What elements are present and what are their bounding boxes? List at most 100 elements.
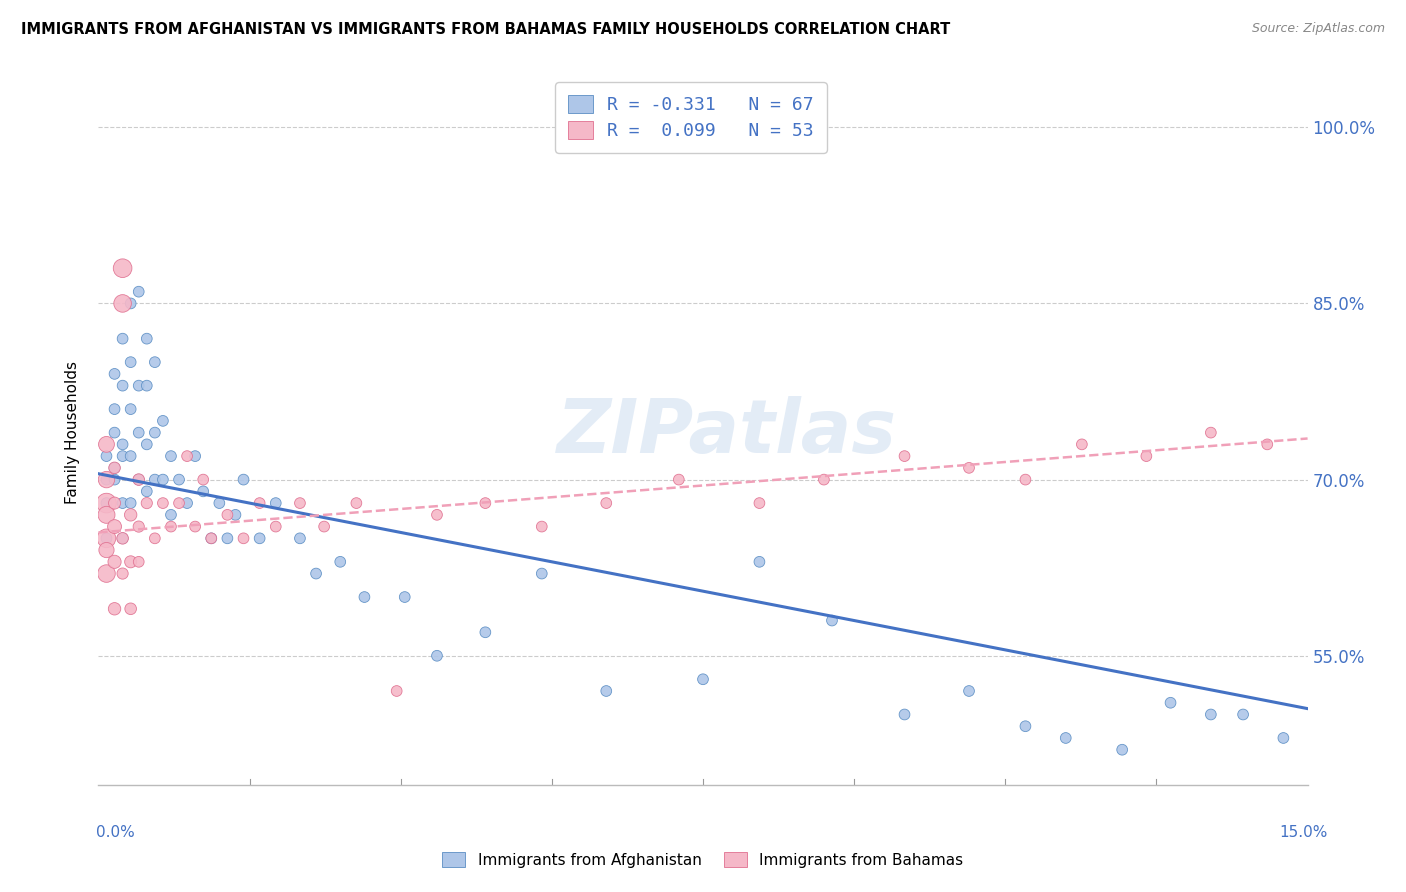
Point: [120, 296, 142, 310]
Point: [111, 566, 134, 581]
Point: [103, 602, 125, 616]
Point: [232, 532, 254, 546]
Point: [314, 519, 336, 533]
Text: ZIPatlas: ZIPatlas: [557, 396, 897, 469]
Point: [1014, 719, 1036, 733]
Point: [353, 590, 375, 604]
Point: [176, 496, 198, 510]
Point: [103, 367, 125, 381]
Point: [111, 437, 134, 451]
Point: [135, 496, 157, 510]
Point: [264, 519, 287, 533]
Point: [1272, 731, 1295, 745]
Point: [96, 508, 118, 522]
Text: IMMIGRANTS FROM AFGHANISTAN VS IMMIGRANTS FROM BAHAMAS FAMILY HOUSEHOLDS CORRELA: IMMIGRANTS FROM AFGHANISTAN VS IMMIGRANT…: [21, 22, 950, 37]
Point: [96, 543, 118, 558]
Point: [474, 496, 496, 510]
Point: [135, 378, 157, 392]
Point: [224, 508, 246, 522]
Point: [200, 532, 222, 546]
Point: [426, 648, 449, 663]
Point: [96, 532, 118, 546]
Point: [103, 461, 125, 475]
Point: [120, 602, 142, 616]
Point: [1256, 437, 1278, 451]
Point: [426, 508, 449, 522]
Point: [143, 425, 166, 440]
Point: [111, 296, 134, 310]
Point: [668, 473, 690, 487]
Point: [305, 566, 328, 581]
Point: [530, 519, 553, 533]
Point: [1160, 696, 1182, 710]
Point: [160, 519, 183, 533]
Point: [128, 473, 150, 487]
Point: [176, 449, 198, 463]
Point: [143, 355, 166, 369]
Point: [893, 707, 915, 722]
Point: [96, 437, 118, 451]
Point: [111, 532, 134, 546]
Point: [103, 402, 125, 417]
Legend: R = -0.331   N = 67, R =  0.099   N = 53: R = -0.331 N = 67, R = 0.099 N = 53: [555, 82, 827, 153]
Point: [111, 532, 134, 546]
Point: [152, 414, 174, 428]
Point: [103, 473, 125, 487]
Point: [103, 461, 125, 475]
Point: [111, 332, 134, 346]
Point: [249, 532, 271, 546]
Point: [232, 473, 254, 487]
Point: [96, 473, 118, 487]
Point: [128, 519, 150, 533]
Point: [103, 496, 125, 510]
Point: [96, 496, 118, 510]
Point: [103, 555, 125, 569]
Point: [167, 496, 190, 510]
Point: [111, 261, 134, 276]
Point: [193, 473, 215, 487]
Point: [249, 496, 271, 510]
Point: [120, 449, 142, 463]
Y-axis label: Family Households: Family Households: [65, 361, 80, 504]
Point: [1232, 707, 1254, 722]
Point: [1014, 473, 1036, 487]
Point: [96, 473, 118, 487]
Text: Source: ZipAtlas.com: Source: ZipAtlas.com: [1251, 22, 1385, 36]
Point: [160, 508, 183, 522]
Point: [288, 532, 311, 546]
Point: [344, 496, 367, 510]
Point: [184, 449, 207, 463]
Point: [96, 449, 118, 463]
Point: [96, 496, 118, 510]
Point: [1070, 437, 1092, 451]
Point: [111, 496, 134, 510]
Point: [200, 532, 222, 546]
Point: [152, 473, 174, 487]
Point: [167, 473, 190, 487]
Point: [135, 437, 157, 451]
Point: [128, 285, 150, 299]
Point: [128, 378, 150, 392]
Point: [120, 555, 142, 569]
Point: [394, 590, 416, 604]
Point: [692, 673, 714, 687]
Point: [160, 449, 183, 463]
Point: [595, 684, 617, 698]
Text: 15.0%: 15.0%: [1279, 825, 1327, 840]
Point: [264, 496, 287, 510]
Point: [748, 496, 770, 510]
Point: [217, 508, 239, 522]
Point: [957, 684, 980, 698]
Point: [96, 532, 118, 546]
Point: [474, 625, 496, 640]
Point: [1199, 707, 1222, 722]
Point: [329, 555, 352, 569]
Point: [152, 496, 174, 510]
Point: [530, 566, 553, 581]
Point: [143, 532, 166, 546]
Point: [1054, 731, 1077, 745]
Point: [748, 555, 770, 569]
Point: [208, 496, 231, 510]
Point: [893, 449, 915, 463]
Point: [128, 425, 150, 440]
